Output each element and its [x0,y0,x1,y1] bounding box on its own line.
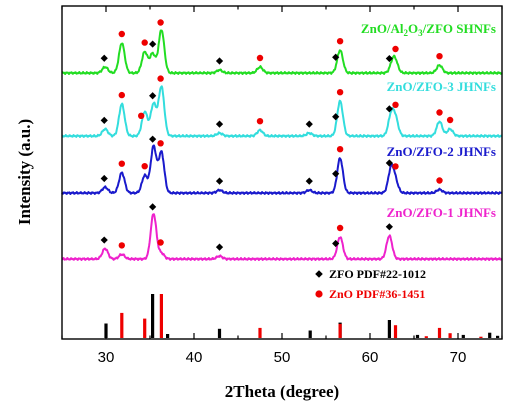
zfo-peak-marker [100,116,108,124]
reference-stick [159,294,163,338]
zfo-peak-marker [215,243,224,251]
reference-stick [437,327,442,338]
zno-peak-marker [138,112,145,120]
reference-stick [143,318,147,338]
reference-stick [104,323,108,338]
zfo-peak-marker [215,57,224,65]
zfo-peak-marker [332,170,340,178]
series-label-part: 3 [418,28,423,38]
reference-stick [496,335,500,338]
zfo-peak-marker [149,203,157,211]
zfo-peak-marker [100,54,108,62]
x-axis-title: 2Theta (degree) [225,382,339,401]
reference-stick [217,328,222,338]
zfo-peak-marker [149,92,157,100]
x-tick-label: 40 [186,349,203,366]
series-label-part: /ZFO SHNFs [422,21,496,36]
zno-peak-marker [436,53,443,60]
reference-stick [415,334,420,338]
xrd-curve [61,213,503,261]
x-tick-label: 30 [98,349,115,366]
x-axis-ticks: 30 40 50 60 70 [61,6,503,366]
zfo-peak-marker [100,236,108,244]
zno-peak-marker [392,101,399,109]
series-label: ZnO/ZFO-2 JHNFs [387,144,496,159]
reference-stick [151,294,155,338]
zno-peak-marker [256,54,264,62]
series-label-part: 2 [404,28,409,38]
series-label-part: O [408,21,418,36]
reference-stick [461,334,465,338]
reference-stick [166,334,170,338]
legend-zno-marker [315,290,323,298]
zno-peak-marker [118,160,126,167]
reference-stick [338,323,342,338]
xrd-curve [61,29,503,75]
reference-stick [479,336,483,338]
zno-peak-marker [157,75,164,82]
series-label: ZnO/ZFO-3 JHNFs [387,79,496,94]
reference-stick [258,327,262,338]
zfo-peak-marker [149,40,157,48]
series-label: ZnO/Al2O3/ZFO SHNFs [361,21,496,38]
reference-stick [387,320,391,338]
zno-peak-marker [392,45,399,53]
plot-frame [61,5,503,340]
legend-zfo-marker [315,270,323,278]
zno-peak-marker [157,239,164,246]
legend-label: ZnO PDF#36-1451 [329,287,425,301]
zfo-peak-marker [385,159,393,167]
zfo-peak-marker [332,53,340,61]
zfo-peak-marker [215,177,224,185]
zno-peak-marker [392,163,399,170]
xrd-curve [61,144,503,195]
reference-stick [488,332,492,338]
x-tick-label: 60 [362,349,379,366]
x-tick-label: 70 [450,349,467,366]
zno-peak-marker [118,91,126,99]
zfo-peak-marker [385,223,393,231]
legend-label: ZFO PDF#22-1012 [329,267,426,281]
reference-stick [393,325,398,338]
zno-peak-marker [141,163,148,170]
zno-peak-marker [256,118,264,125]
reference-stick [448,333,452,338]
zno-peak-marker [336,224,344,232]
reference-stick [424,336,428,338]
xrd-curves [61,29,503,261]
zno-peak-marker [141,39,148,46]
zno-peak-marker [157,19,164,26]
zfo-peak-marker [305,120,313,128]
zfo-peak-marker [215,120,224,128]
reference-stick [308,330,312,338]
xrd-curve [61,85,503,138]
zno-peak-marker [157,140,164,147]
series-label: ZnO/ZFO-1 JHNFs [387,205,496,220]
phase-markers [100,19,454,251]
series-labels: ZnO/Al2O3/ZFO SHNFs ZnO/ZFO-3 JHNFs ZnO/ZF… [361,21,496,220]
zno-peak-marker [336,146,344,153]
zno-peak-marker [336,89,344,96]
zno-peak-marker [336,38,344,45]
series-label-part: ZnO/Al [361,21,404,36]
y-axis-title: Intensity (a.u.) [15,119,34,225]
reference-sticks [104,294,500,338]
zfo-peak-marker [385,54,393,63]
zfo-peak-marker [100,174,108,183]
zno-peak-marker [446,116,454,124]
zfo-peak-marker [332,239,340,248]
reference-stick [120,312,124,338]
zno-peak-marker [118,30,126,38]
zno-peak-marker [436,109,443,116]
zfo-peak-marker [149,135,157,143]
zfo-peak-marker [332,113,340,121]
zno-peak-marker [118,242,126,249]
zfo-peak-marker [385,105,393,113]
zno-peak-marker [436,177,443,184]
zfo-peak-marker [305,177,313,185]
legend: ZFO PDF#22-1012 ZnO PDF#36-1451 [315,267,426,301]
x-tick-label: 50 [274,349,291,366]
